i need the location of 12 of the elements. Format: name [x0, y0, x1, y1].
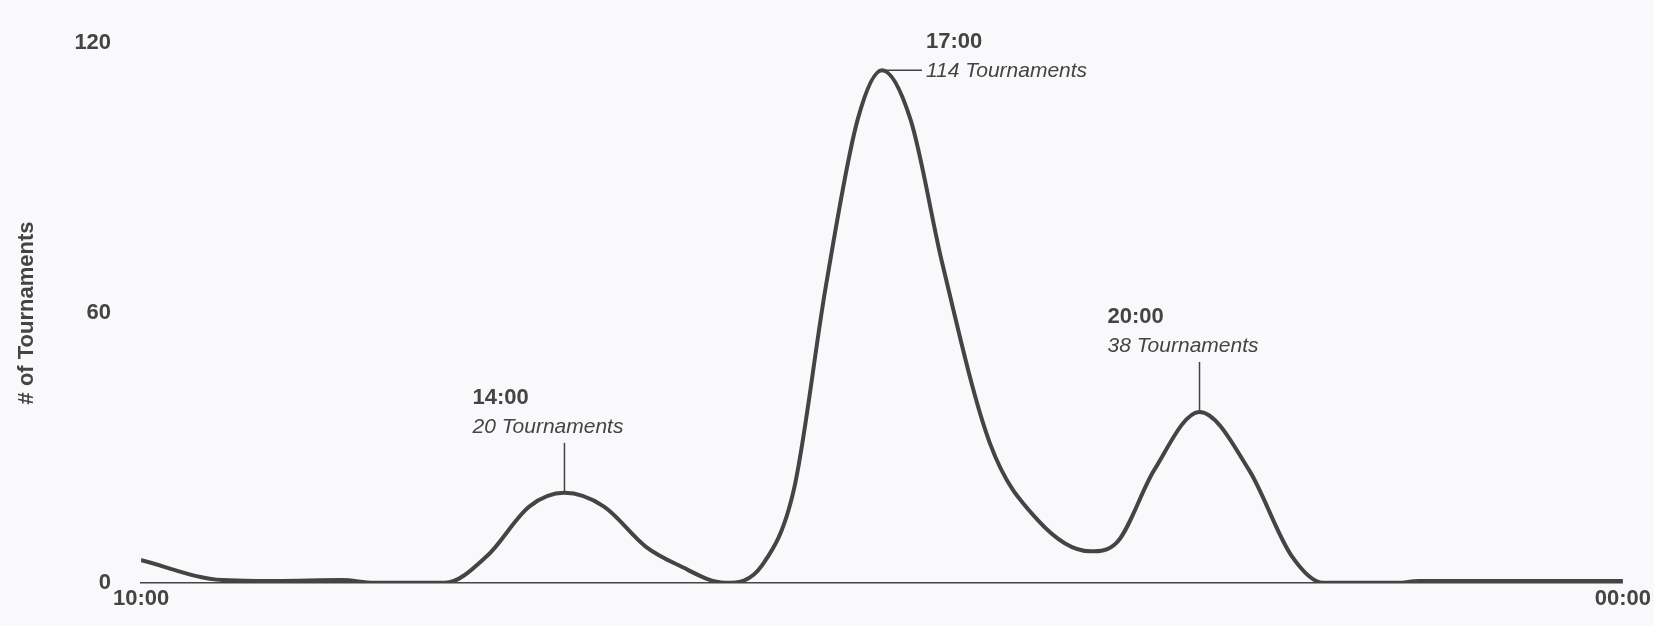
annotation: 20:00 [1107, 302, 1164, 328]
annotation: 38 Tournaments [1107, 332, 1259, 356]
annotation: 114 Tournaments [925, 58, 1088, 82]
y-tick-label: 0 [98, 568, 112, 594]
y-axis-title: # of Tournaments [13, 221, 39, 405]
annotation: 20 Tournaments [471, 413, 624, 437]
annotation: 17:00 [925, 28, 983, 54]
annotation: 14:00 [472, 383, 529, 409]
x-tick-label: 10:00 [112, 585, 170, 611]
y-tick-label: 120 [74, 29, 112, 55]
y-tick-label: 60 [86, 299, 112, 325]
x-tick-label: 00:00 [1594, 585, 1652, 611]
